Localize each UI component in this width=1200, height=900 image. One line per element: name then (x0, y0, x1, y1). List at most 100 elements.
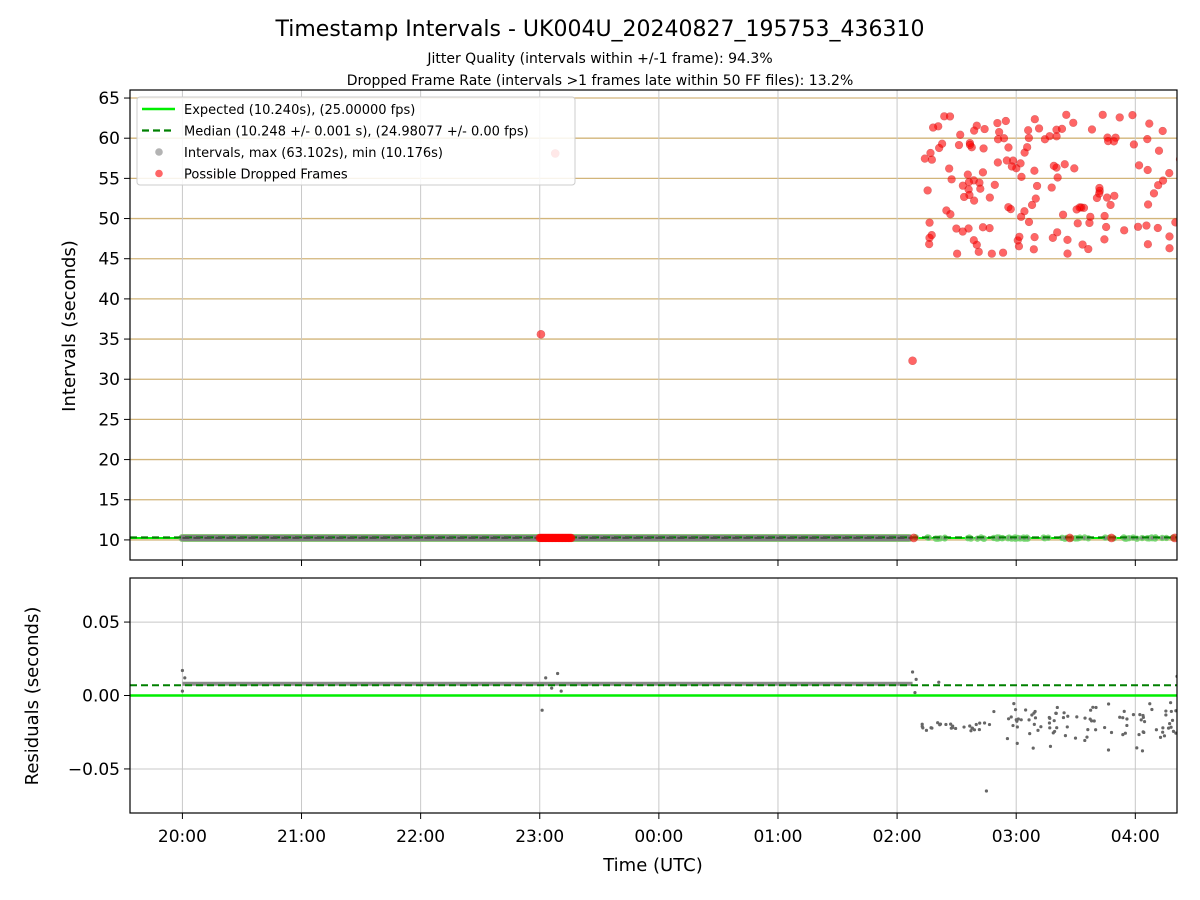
residual-point (970, 726, 974, 730)
top-y-tick-label: 25 (98, 410, 120, 430)
x-tick-label: 00:00 (634, 827, 683, 847)
residual-point (938, 723, 942, 727)
dropped-frame-point (1016, 212, 1026, 221)
chart-title: Timestamp Intervals - UK004U_20240827_19… (275, 17, 925, 42)
dropped-frame-point (566, 533, 576, 543)
dropped-frame-point (1107, 533, 1116, 543)
residual-point (1083, 716, 1087, 720)
residual-point (1171, 729, 1176, 733)
dropped-frame-point (1085, 218, 1094, 228)
dropped-frame-point (1007, 162, 1016, 171)
legend-entry-label: Median (10.248 +/- 0.001 s), (24.98077 +… (184, 125, 529, 140)
dropped-frame-point (1049, 161, 1058, 170)
dropped-frame-point (1004, 203, 1013, 212)
residual-point (1125, 723, 1129, 728)
residual-point (180, 668, 185, 673)
dropped-frame-point (1031, 194, 1040, 203)
residual-point (1094, 728, 1098, 732)
dropped-frame-point (1134, 161, 1144, 170)
dropped-frame-point (1165, 168, 1174, 178)
residual-point (1169, 709, 1173, 714)
dropped-frame-point (1100, 211, 1109, 221)
dropped-frame-point (1171, 218, 1177, 227)
dropped-frame-point (925, 218, 934, 227)
dropped-frame-point (1109, 137, 1118, 146)
dropped-frame-point (969, 236, 978, 245)
dropped-frame-point (970, 196, 979, 205)
residual-point (1005, 736, 1010, 741)
dropped-frame-point (1120, 226, 1129, 235)
dropped-frame-point (1073, 219, 1082, 228)
dropped-frame-point (993, 135, 1003, 144)
dropped-frame-point (1017, 172, 1026, 181)
dropped-frame-point (998, 248, 1008, 257)
x-tick-label: 23:00 (515, 827, 564, 847)
x-tick-label: 04:00 (1111, 827, 1160, 847)
residual-point (1024, 708, 1028, 712)
top-y-tick-label: 40 (98, 290, 120, 310)
legend-entry-label: Intervals, max (63.102s), min (10.176s) (184, 146, 443, 161)
dropped-frame-point (1129, 140, 1138, 149)
interval-point (1160, 536, 1165, 540)
intervals-panel: 10 15 20 25 30 35 40 45 50 55 60 65 (98, 89, 1178, 566)
dropped-frame-point (976, 184, 985, 193)
dropped-frame-point (978, 223, 988, 232)
dropped-frame-point (1154, 146, 1164, 155)
residual-point (1154, 728, 1159, 732)
residual-point (1048, 726, 1052, 730)
dropped-frame-point (1078, 240, 1087, 249)
dropped-frame-point (1030, 115, 1039, 124)
residual-point (1028, 732, 1032, 736)
dropped-frame-point (1084, 244, 1093, 254)
dropped-frame-point (1154, 181, 1163, 190)
residual-point (1169, 725, 1173, 729)
residual-point (1168, 701, 1173, 705)
residual-point (1031, 746, 1035, 750)
dropped-frame-point (1053, 228, 1062, 237)
residual-point (1036, 728, 1040, 732)
dropped-frame-point (1045, 132, 1054, 141)
residual-point (914, 677, 918, 681)
dropped-frame-point (1153, 223, 1162, 233)
dropped-frame-point (926, 148, 935, 158)
bottom-y-tick-label: 0.05 (82, 613, 120, 633)
dropped-frame-point (1030, 166, 1039, 175)
dropped-frame-point (987, 249, 996, 258)
residual-point (1014, 718, 1018, 722)
residual-point (950, 726, 955, 730)
dropped-frame-point (1165, 232, 1174, 241)
x-tick-label: 20:00 (158, 827, 207, 847)
legend-box (136, 96, 576, 186)
residual-point (1164, 709, 1168, 713)
residual-point (1048, 744, 1053, 748)
bottom-y-tick-label: −0.05 (68, 760, 120, 780)
dropped-frame-point (1023, 143, 1032, 152)
residual-point (1142, 719, 1147, 724)
residual-point (1055, 726, 1059, 730)
dropped-frame-point (1145, 119, 1154, 128)
dropped-frame-point (1158, 126, 1167, 136)
top-y-tick-label: 30 (98, 370, 120, 390)
residual-point (987, 722, 992, 727)
dropped-frame-point (1098, 110, 1107, 119)
dropped-frame-point (1165, 244, 1174, 253)
dropped-frame-point (536, 329, 546, 339)
dropped-frame-point (1143, 200, 1153, 209)
top-y-tick-label: 10 (98, 531, 120, 551)
dropped-frame-point (1052, 132, 1061, 141)
dropped-frame-point (1100, 235, 1109, 244)
legend-marker-swatch (155, 169, 163, 178)
dropped-frame-point (1047, 183, 1056, 192)
residual-point (1066, 714, 1070, 718)
top-y-axis-label: Intervals (seconds) (59, 240, 80, 412)
residual-point (1053, 729, 1057, 734)
x-tick-label: 01:00 (753, 827, 802, 847)
dropped-frame-point (1032, 181, 1042, 191)
bottom-y-axis-label: Residuals (seconds) (22, 607, 43, 786)
dropped-frame-point (1063, 249, 1072, 258)
residual-point (1137, 732, 1141, 737)
top-y-tick-label: 55 (98, 169, 120, 189)
residual-point (982, 721, 987, 725)
dropped-frame-point (1143, 240, 1152, 249)
